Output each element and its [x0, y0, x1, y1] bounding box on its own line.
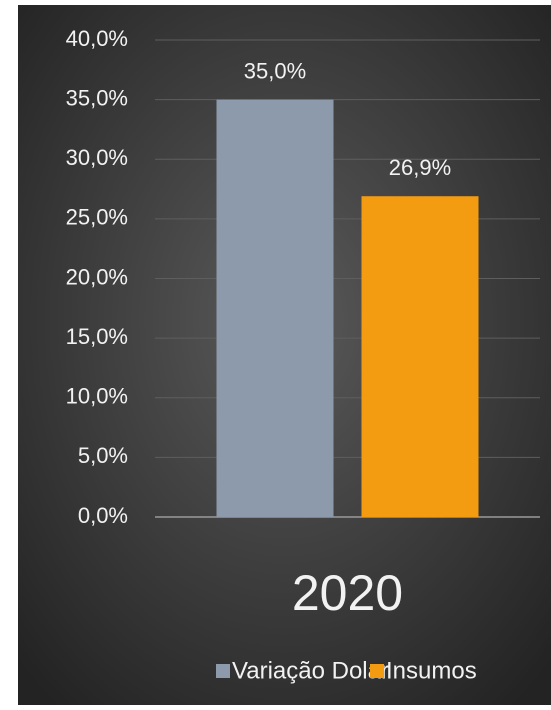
y-tick-label: 35,0% — [66, 85, 128, 110]
legend-label: Insumos — [386, 657, 477, 684]
legend-label: Variação Dolar — [232, 657, 389, 684]
bar — [361, 196, 479, 517]
y-tick-label: 10,0% — [66, 384, 128, 409]
y-tick-label: 25,0% — [66, 205, 128, 230]
y-tick-label: 15,0% — [66, 324, 128, 349]
y-tick-label: 30,0% — [66, 145, 128, 170]
x-tick-label: 2020 — [292, 565, 403, 621]
y-tick-label: 5,0% — [78, 443, 128, 468]
data-label: 26,9% — [389, 155, 451, 180]
bar — [216, 99, 334, 517]
y-tick-label: 20,0% — [66, 264, 128, 289]
y-tick-label: 0,0% — [78, 503, 128, 528]
legend-marker — [370, 664, 384, 678]
legend-marker — [216, 664, 230, 678]
data-label: 35,0% — [244, 58, 306, 83]
y-tick-label: 40,0% — [66, 26, 128, 51]
